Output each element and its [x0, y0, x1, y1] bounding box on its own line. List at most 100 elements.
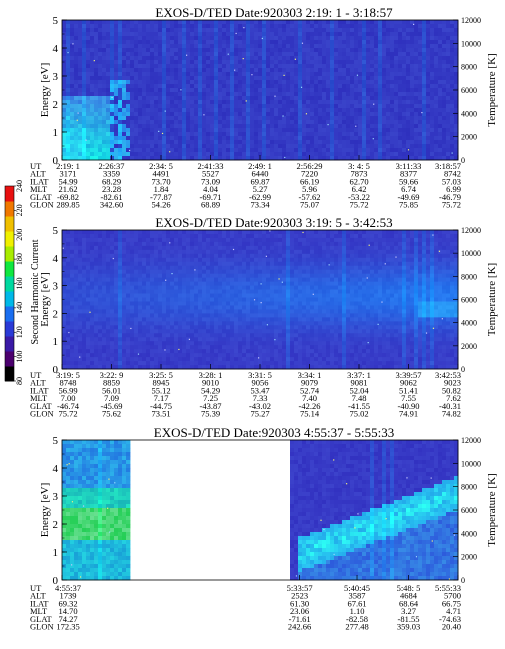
- spectrogram-cell: [190, 48, 195, 53]
- spectrogram-cell: [338, 96, 343, 101]
- spectrogram-cell: [338, 76, 343, 81]
- spectrogram-cell: [134, 273, 139, 279]
- spectrogram-cell: [158, 289, 163, 294]
- spectrogram-cell: [150, 365, 155, 370]
- spectrogram-cell: [66, 233, 71, 239]
- spectrogram-cell: [410, 108, 415, 113]
- spectrogram-cell: [438, 148, 443, 153]
- spectrogram-cell: [70, 285, 75, 290]
- spectrogram-cell: [114, 36, 119, 41]
- spectrogram-cell: [118, 80, 123, 85]
- spectrogram-cell: [158, 349, 163, 354]
- spectrogram-cell: [94, 269, 99, 275]
- spectrogram-cell: [418, 24, 423, 29]
- spectrogram-cell: [362, 140, 367, 145]
- spectrogram-cell: [206, 144, 211, 149]
- spectrogram-cell: [294, 140, 299, 145]
- spectrogram-cell: [294, 104, 299, 109]
- spectrogram-cell: [346, 32, 351, 37]
- spectrogram-cell: [310, 92, 315, 97]
- spectrogram-cell: [402, 124, 407, 129]
- spectrogram-cell: [70, 24, 75, 29]
- spectrogram-cell: [278, 24, 283, 29]
- spectrogram-cell: [442, 152, 447, 157]
- spectrogram-cell: [294, 48, 299, 53]
- orbit-cell-value: 54.99: [58, 176, 77, 186]
- spectrogram-cell: [154, 361, 159, 366]
- spectrogram-cell: [66, 277, 71, 283]
- spectrogram-cell: [122, 80, 127, 85]
- spectrogram-cell: [442, 56, 447, 61]
- spectrogram-cell: [402, 72, 407, 77]
- spectrogram-cell: [246, 144, 251, 149]
- spectrogram-cell: [90, 68, 95, 73]
- spectrogram-cell: [314, 76, 319, 81]
- spectrogram-cell: [306, 60, 311, 65]
- spectrogram-cell: [142, 128, 147, 133]
- spectrogram-cell: [438, 40, 443, 45]
- spectrogram-cell: [118, 341, 123, 346]
- spectrogram-cell: [94, 80, 99, 85]
- spectrogram-cell: [174, 349, 179, 354]
- spectrogram-cell: [202, 349, 207, 354]
- spectrogram-cell: [122, 337, 127, 342]
- spectrogram-cell: [114, 60, 119, 65]
- spectrogram-cell: [174, 100, 179, 105]
- spectrogram-cell: [422, 40, 427, 45]
- spectrogram-cell: [74, 245, 79, 251]
- spectrogram-cell: [90, 253, 95, 259]
- spectrogram-cell: [422, 20, 427, 25]
- spectrogram-cell: [390, 80, 395, 85]
- spectrogram-cell: [202, 305, 207, 310]
- spectrogram-cell: [206, 245, 211, 251]
- spectrogram-cell: [138, 120, 143, 125]
- spectrogram-cell: [134, 317, 139, 322]
- spectrogram-cell: [254, 128, 259, 133]
- spectrogram-cell: [90, 269, 95, 275]
- spectrogram-cell: [182, 80, 187, 85]
- spectrogram-cell: [214, 120, 219, 125]
- spectrogram-cell: [370, 136, 375, 141]
- spectrogram-cell: [178, 64, 183, 69]
- spectrogram-cell: [62, 52, 67, 57]
- spectrogram-cell: [206, 325, 211, 330]
- spectrogram-cell: [174, 56, 179, 61]
- spectrogram-cell: [438, 104, 443, 109]
- spectrogram-cell: [342, 20, 347, 25]
- spectrogram-cell: [254, 144, 259, 149]
- spectrogram-cell: [318, 56, 323, 61]
- spectrogram-cell: [78, 273, 83, 279]
- spectrogram-cell: [154, 80, 159, 85]
- spectrogram-cell: [282, 80, 287, 85]
- spectrogram-cell: [370, 148, 375, 153]
- spectrogram-cell: [346, 152, 351, 157]
- spectrogram-cell: [410, 148, 415, 153]
- spectrogram-cell: [330, 96, 335, 101]
- spectrogram-cell: [98, 64, 103, 69]
- spectrogram-cell: [90, 233, 95, 239]
- spectrogram-cell: [222, 44, 227, 49]
- spectrogram-cell: [334, 72, 339, 77]
- spectrogram-cell: [130, 289, 135, 294]
- y2-axis-label: Temperature [K]: [486, 53, 498, 126]
- spectrogram-cell: [162, 357, 167, 362]
- spectrogram-cell: [266, 52, 271, 57]
- spectrogram-cell: [318, 140, 323, 145]
- spectrogram-cell: [130, 353, 135, 358]
- spectrogram-cell: [390, 100, 395, 105]
- spectrogram-cell: [62, 76, 67, 81]
- spectrogram-cell: [438, 144, 443, 149]
- spectrogram-cell: [202, 44, 207, 49]
- spectrogram-cell: [358, 100, 363, 105]
- spectrogram-cell: [206, 305, 211, 310]
- spectrogram-cell: [138, 80, 143, 85]
- spectrogram-cell: [66, 261, 71, 267]
- spectrogram-cell: [214, 44, 219, 49]
- spectrogram-cell: [146, 140, 151, 145]
- spectrogram-cell: [190, 56, 195, 61]
- spectrogram-cell: [226, 116, 231, 121]
- spectrogram-cell: [126, 112, 131, 117]
- spectrogram-cell: [142, 273, 147, 279]
- spectrogram-cell: [346, 40, 351, 45]
- spectrogram-cell: [290, 140, 295, 145]
